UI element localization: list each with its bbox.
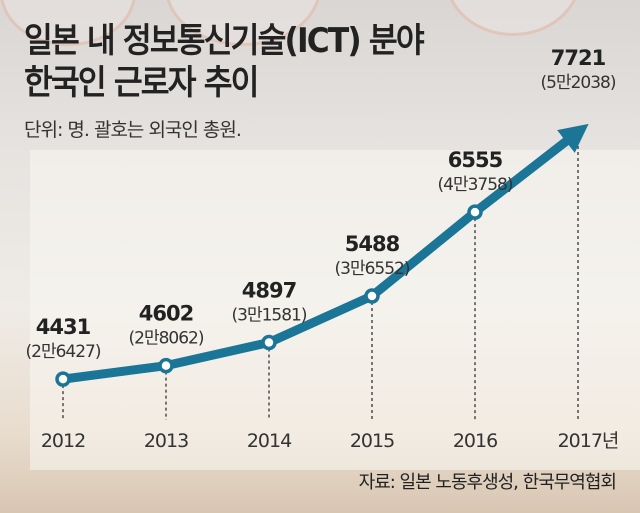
- data-point: [364, 288, 380, 304]
- trend-arrow: [472, 123, 589, 216]
- foreign-total-label: (3만1581): [232, 305, 307, 325]
- x-tick-label: 2014: [247, 430, 292, 452]
- title-line-2: 한국인 근로자 추이: [24, 63, 259, 103]
- unit-note: 단위: 명. 괄호는 외국인 총원.: [24, 119, 242, 141]
- value-label: 7721: [551, 46, 606, 70]
- foreign-total-label: (2만8062): [129, 329, 204, 349]
- data-point: [261, 334, 277, 351]
- value-label: 4897: [242, 278, 296, 302]
- foreign-total-label: (4만3758): [438, 175, 513, 195]
- x-tick-label: 2015: [350, 430, 394, 452]
- foreign-total-label: (5만2038): [541, 73, 616, 93]
- foreign-total-label: (2만6427): [26, 342, 101, 362]
- value-label: 4602: [139, 302, 193, 326]
- source-note: 자료: 일본 노동후생성, 한국무역협회: [358, 472, 617, 493]
- title-line-1: 일본 내 정보통신기술(ICT) 분야: [24, 21, 425, 61]
- value-label: 4431: [36, 315, 91, 339]
- x-tick-label: 2012: [41, 430, 85, 452]
- x-tick-label: 2016: [453, 430, 497, 452]
- data-point: [158, 357, 174, 374]
- chart-title: 일본 내 정보통신기술(ICT) 분야 한국인 근로자 추이: [24, 20, 425, 104]
- value-label: 5488: [345, 232, 400, 256]
- value-label: 6555: [448, 148, 503, 172]
- x-tick-label: 2013: [144, 430, 188, 452]
- foreign-total-label: (3만6552): [335, 259, 410, 279]
- x-tick-label: 2017년: [558, 430, 619, 452]
- data-point: [55, 371, 71, 387]
- data-point: [467, 204, 483, 220]
